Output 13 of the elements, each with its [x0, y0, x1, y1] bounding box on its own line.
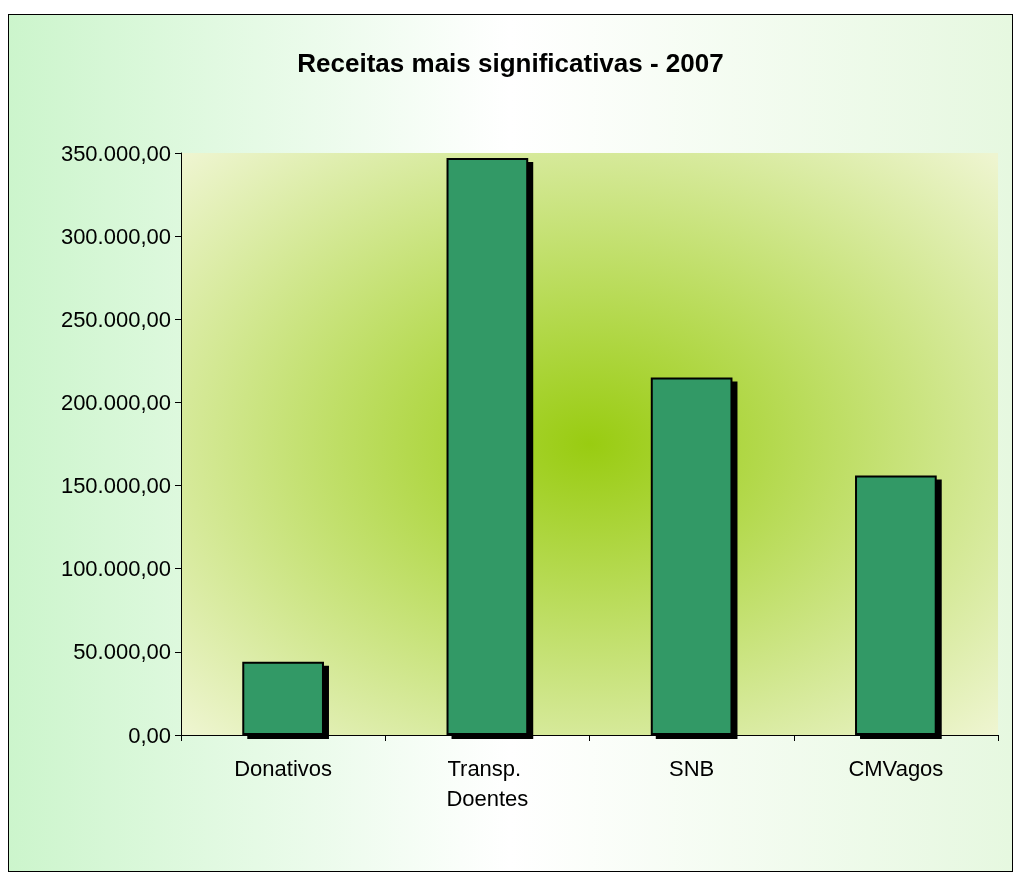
y-tick-label: 250.000,00: [60, 306, 171, 332]
y-tick-label: 100.000,00: [60, 556, 171, 582]
y-tick-label: 0,00: [128, 722, 171, 748]
y-tick-label: 50.000,00: [73, 639, 171, 665]
y-tick-label: 150.000,00: [60, 473, 171, 499]
x-tick-label: Transp. Doentes: [446, 755, 529, 811]
x-tick-label: CMVagos: [848, 755, 944, 781]
x-tick-label: SNB: [669, 755, 715, 781]
y-tick-label: 300.000,00: [60, 223, 171, 249]
x-tick-label: Donativos: [234, 755, 333, 781]
chart-title: Receitas mais significativas - 2007: [297, 48, 724, 78]
y-tick-label: 200.000,00: [60, 389, 171, 415]
y-tick-label: 350.000,00: [60, 140, 171, 166]
